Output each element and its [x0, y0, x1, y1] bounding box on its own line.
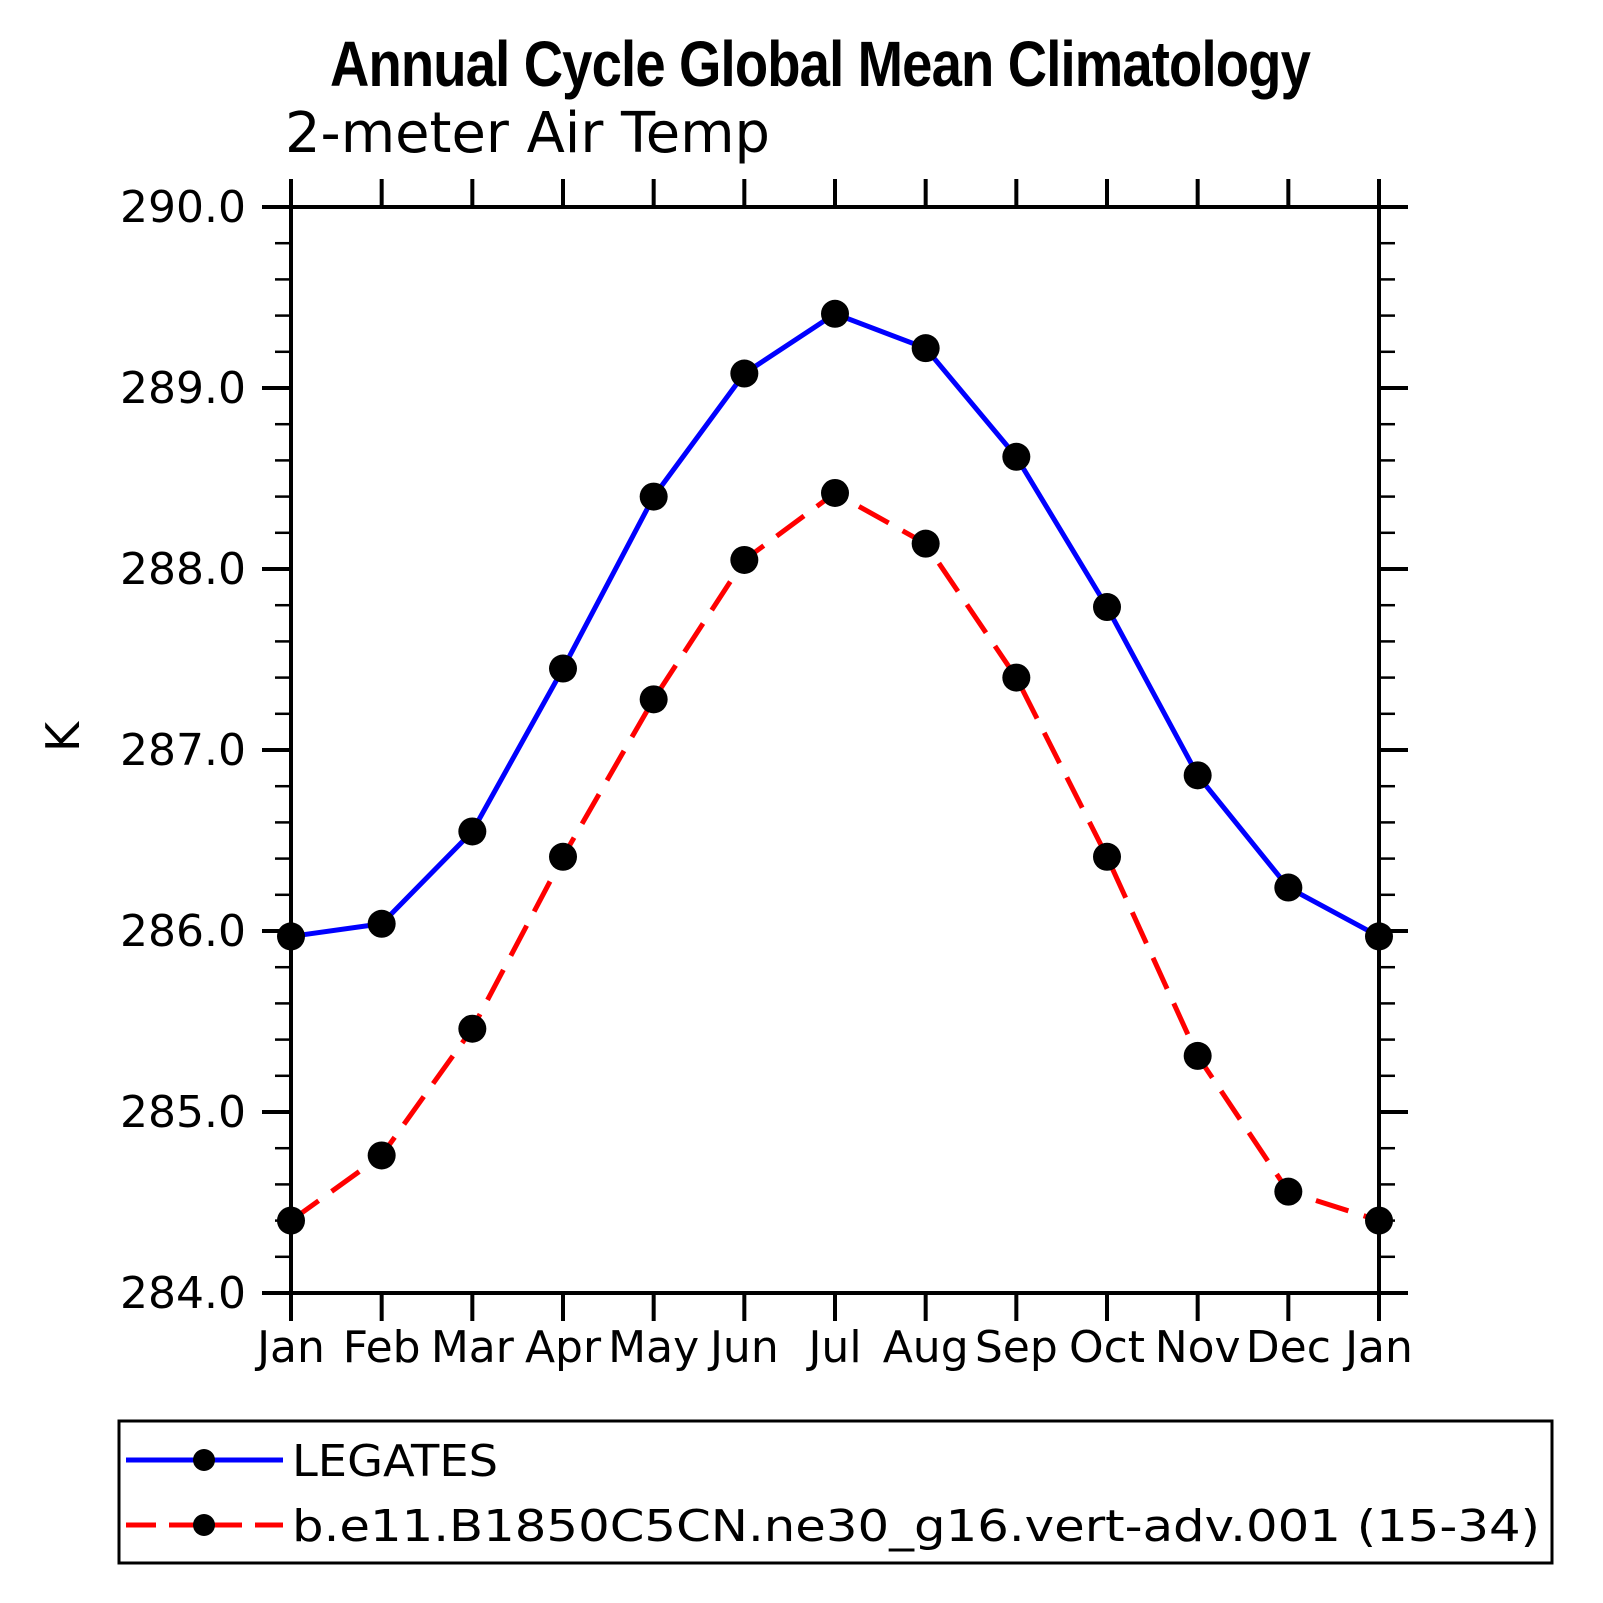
x-tick-label: Apr	[525, 1322, 602, 1373]
data-point-marker	[549, 654, 577, 683]
x-tick-label: Jul	[805, 1322, 861, 1373]
x-tick-label: May	[608, 1322, 699, 1373]
y-tick-label: 288.0	[120, 544, 246, 595]
y-axis-title: K	[36, 720, 90, 752]
legend-label: LEGATES	[292, 1436, 498, 1487]
data-point-marker	[911, 529, 940, 558]
x-tick-label: Jan	[254, 1322, 325, 1373]
model-run-line	[289, 490, 1380, 1223]
data-point-marker	[1183, 761, 1212, 790]
data-point-marker	[1183, 1041, 1212, 1070]
data-point-marker	[367, 1141, 396, 1170]
x-tick-label: Aug	[883, 1322, 969, 1373]
data-point-marker	[1274, 1177, 1303, 1206]
data-point-marker	[821, 299, 849, 328]
legates-line	[290, 310, 1381, 939]
data-point-marker	[1002, 442, 1031, 471]
legend-box	[117, 1419, 1554, 1565]
chart-title: Annual Cycle Global Mean Climatology	[330, 28, 1311, 100]
data-point-marker	[1002, 663, 1031, 692]
x-tick-label: Nov	[1155, 1322, 1241, 1373]
data-point-marker	[367, 909, 396, 938]
data-point-marker	[1365, 1206, 1393, 1235]
data-point-marker	[549, 842, 577, 871]
y-tick-label: 285.0	[120, 1087, 246, 1138]
data-point-marker	[639, 685, 668, 714]
series	[277, 299, 1393, 1235]
y-tick-label: 284.0	[120, 1268, 246, 1319]
data-point-marker	[730, 359, 759, 388]
x-tick-label: Mar	[431, 1322, 515, 1373]
x-tick-label: Oct	[1069, 1322, 1145, 1373]
data-point-marker	[1093, 842, 1121, 871]
legend: LEGATES b.e11.B1850C5CN.ne30_g16.vert-adv…	[117, 1419, 1554, 1565]
data-point-marker	[639, 482, 668, 511]
plot-frame	[289, 205, 1381, 1295]
data-point-marker	[458, 817, 487, 846]
y-tick-label: 289.0	[120, 363, 246, 414]
x-tick-label: Jan	[1342, 1322, 1413, 1373]
data-point-marker	[730, 545, 759, 574]
data-point-marker	[458, 1014, 487, 1043]
data-point-marker	[277, 1206, 305, 1235]
chart-subtitle: 2-meter Air Temp	[285, 101, 770, 166]
y-tick-label: 290.0	[120, 182, 246, 233]
data-point-marker	[1365, 922, 1393, 951]
x-tick-label: Dec	[1246, 1322, 1331, 1373]
x-tick-label: Feb	[343, 1322, 421, 1373]
legend-marker	[193, 1514, 215, 1536]
legend-label: b.e11.B1850C5CN.ne30_g16.vert-adv.001 (1…	[292, 1501, 1540, 1552]
data-point-marker	[277, 922, 305, 951]
legend-marker	[193, 1449, 215, 1471]
y-tick-label: 286.0	[120, 906, 246, 957]
y-tick-label: 287.0	[120, 725, 246, 776]
x-tick-label: Jun	[707, 1322, 779, 1373]
data-point-marker	[911, 334, 940, 363]
data-point-marker	[821, 478, 849, 507]
x-tick-label: Sep	[975, 1322, 1058, 1373]
data-point-marker	[1274, 873, 1303, 902]
data-point-marker	[1093, 593, 1121, 622]
